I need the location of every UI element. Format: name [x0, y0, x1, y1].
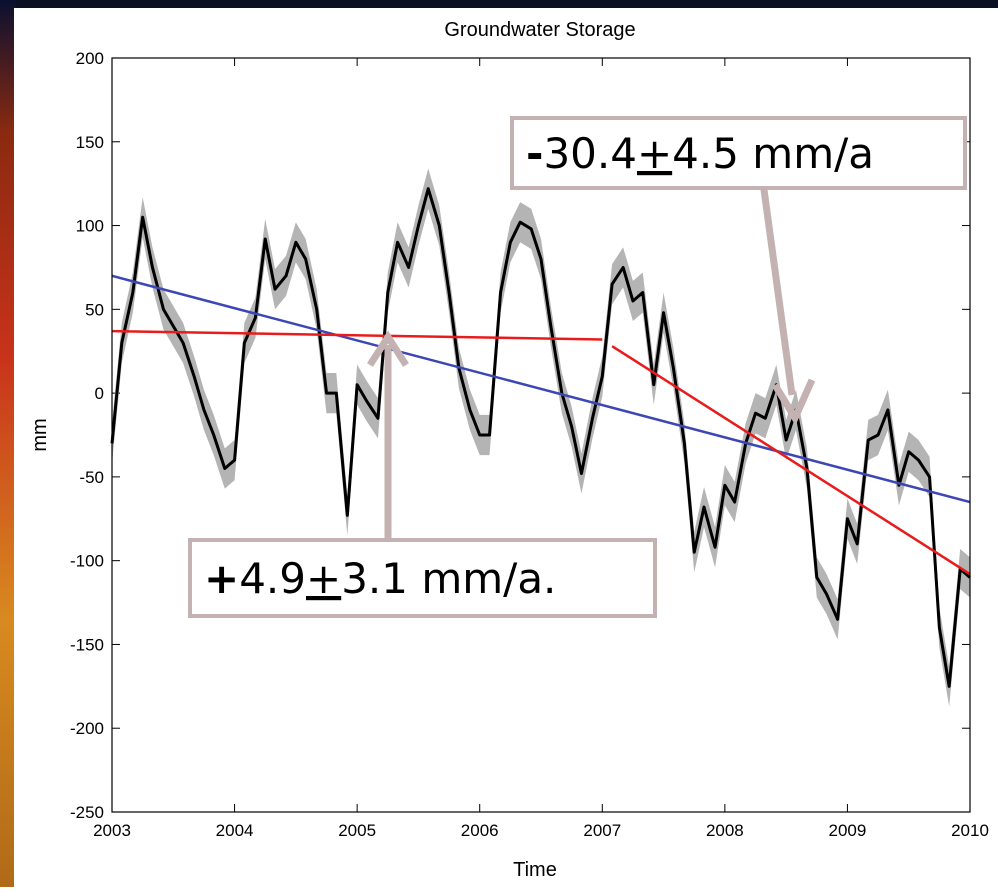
annotation-part: +: [306, 554, 341, 603]
y-tick-label: 150: [76, 133, 104, 152]
background-edge: [0, 0, 16, 887]
y-tick-label: -250: [70, 803, 104, 822]
x-tick-label: 2010: [951, 821, 989, 840]
x-tick-label: 2006: [461, 821, 499, 840]
annotation-part: 4.9: [239, 554, 306, 603]
x-tick-label: 2009: [829, 821, 867, 840]
x-axis-label: Time: [513, 859, 557, 881]
page: {"chart_data": {"type": "line", "title":…: [0, 0, 998, 887]
x-tick-label: 2004: [216, 821, 254, 840]
y-tick-label: -50: [79, 468, 104, 487]
y-tick-label: 100: [76, 217, 104, 236]
annotation-part: 3.1 mm/a.: [341, 554, 556, 603]
y-tick-label: 0: [95, 384, 104, 403]
y-tick-label: 200: [76, 49, 104, 68]
chart-title: Groundwater Storage: [444, 19, 635, 41]
annotation-part: 4.5 mm/a: [672, 129, 874, 178]
y-tick-label: 50: [85, 300, 104, 319]
annotation-part: +: [204, 554, 239, 603]
annotation-part: -: [526, 129, 543, 178]
x-tick-label: 2008: [706, 821, 744, 840]
annotation-part: +: [637, 129, 672, 178]
annotation-part: 30.4: [543, 129, 637, 178]
y-tick-label: -150: [70, 635, 104, 654]
x-tick-label: 2007: [583, 821, 621, 840]
y-axis-label: mm: [29, 418, 51, 451]
y-tick-label: -100: [70, 552, 104, 571]
annotation-text: +4.9+3.1 mm/a.: [204, 554, 556, 603]
annotation-text: -30.4+4.5 mm/a: [526, 129, 874, 178]
x-tick-label: 2005: [338, 821, 376, 840]
y-tick-label: -200: [70, 719, 104, 738]
chart: Groundwater Storage Time mm -250-200-150…: [0, 0, 998, 887]
x-tick-label: 2003: [93, 821, 131, 840]
